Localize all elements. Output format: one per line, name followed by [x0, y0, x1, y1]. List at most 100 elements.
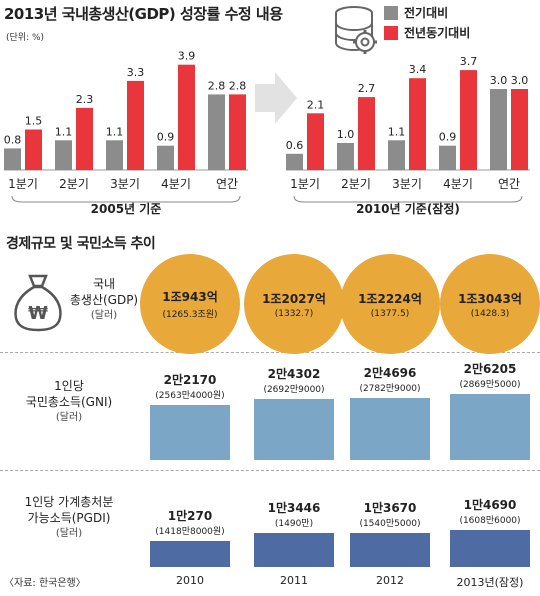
pgdi-value-main: 1만3446 [267, 501, 321, 516]
category-label: 3분기 [110, 177, 140, 191]
year-label: 2012 [376, 574, 404, 587]
gdp-value: 1조2027억 [262, 291, 326, 306]
base-year-label: 2010년 기준(잠정) [356, 201, 460, 216]
bar-prev-year [229, 94, 246, 170]
year-label: 2011 [280, 574, 308, 587]
gni-label-line1: 1인당 [54, 379, 84, 393]
bar-prev-quarter [388, 140, 405, 170]
data-label-prev-quarter: 0.8 [4, 133, 22, 146]
arrow-shape [255, 72, 297, 124]
pgdi-value-main: 1만270 [167, 509, 213, 524]
gdp-circle-2012: 1조2224억 (1377.5) [340, 254, 440, 354]
gdp-value-krw: (1265.3조원) [162, 310, 218, 320]
gni-bar [254, 399, 334, 460]
gni-label-line2: 국민총소득(GNI) [25, 395, 113, 409]
gni-value-main: 2만2170 [163, 372, 217, 387]
bar-prev-quarter [4, 148, 21, 170]
data-label-prev-year: 3.0 [511, 74, 529, 87]
gdp-unit: (달러) [90, 310, 118, 321]
bar-prev-year [307, 113, 324, 170]
data-label-prev-year: 3.4 [409, 63, 427, 76]
data-label-prev-quarter: 0.9 [439, 131, 457, 144]
data-label-prev-year: 2.1 [307, 98, 325, 111]
bar-prev-year [460, 70, 477, 170]
pgdi-bar [450, 530, 530, 567]
data-label-prev-quarter: 0.6 [286, 139, 304, 152]
gdp-label-line1: 국내 [92, 277, 116, 291]
source-note: 〈자료: 한국은행〉 [4, 578, 86, 589]
bar-prev-year [76, 107, 93, 170]
data-label-prev-quarter: 0.9 [157, 131, 175, 144]
gdp-value: 1조3043억 [458, 291, 522, 306]
database-gear-icon [335, 6, 377, 54]
data-label-prev-quarter: 1.1 [55, 125, 73, 138]
chart-title: 2013년 국내총생산(GDP) 성장률 수정 내용 [4, 5, 283, 23]
category-label: 2분기 [341, 177, 371, 191]
data-label-prev-year: 2.7 [358, 82, 376, 95]
gni-value-sub: (2869만5000) [459, 380, 521, 391]
bar-prev-year [178, 64, 195, 170]
bar-prev-year [409, 78, 426, 170]
category-label: 2분기 [59, 177, 89, 191]
legend-label-prev-year: 전년동기대비 [404, 26, 471, 40]
gni-value-label: 2만2170 (2563만4000원) [130, 371, 250, 401]
bar-prev-quarter [439, 145, 456, 170]
data-label-prev-year: 2.3 [76, 93, 94, 106]
svg-text:₩: ₩ [28, 303, 48, 324]
bar-prev-year [358, 97, 375, 170]
pgdi-label-line2: 가능소득(PGDI) [27, 511, 111, 525]
pgdi-value-main: 1만3670 [363, 500, 417, 515]
gni-value-label: 2만6205 (2869만5000) [430, 360, 540, 390]
section-title: 경제규모 및 국민소득 추이 [6, 236, 156, 252]
gni-value-sub: (2563만4000원) [155, 390, 225, 401]
pgdi-value-main: 1만4690 [463, 498, 517, 513]
base-year-label: 2005년 기준 [91, 201, 162, 216]
data-label-prev-year: 3.7 [460, 55, 478, 68]
gni-value-main: 2만4696 [363, 366, 417, 381]
bar-prev-quarter [337, 143, 354, 170]
pgdi-unit: (달러) [55, 528, 83, 539]
pgdi-value-sub: (1490만) [274, 519, 314, 530]
category-label: 4분기 [161, 177, 191, 191]
gni-bar [450, 394, 530, 460]
pgdi-bar [350, 532, 430, 567]
bracket-line [11, 195, 241, 203]
gni-unit: (달러) [55, 412, 83, 423]
data-label-prev-quarter: 1.0 [337, 128, 355, 141]
bar-prev-quarter [55, 140, 72, 170]
gni-value-sub: (2692만9000) [263, 385, 325, 396]
pgdi-label-line1: 1인당 가계총처분 [24, 495, 114, 509]
gdp-value-krw: (1428.3) [470, 308, 510, 319]
bar-prev-year [511, 89, 528, 170]
gdp-circle-2013: 1조3043억 (1428.3) [440, 254, 540, 354]
gdp-circle-2010: 1조943억 (1265.3조원) [140, 254, 240, 354]
unit-label: (단위: %) [6, 33, 45, 43]
data-label-prev-quarter: 1.1 [388, 125, 406, 138]
gdp-value: 1조2224억 [358, 291, 422, 306]
gdp-value-krw: (1377.5) [370, 308, 410, 319]
category-label: 4분기 [443, 177, 473, 191]
pgdi-value-sub: (1608만6000) [459, 516, 521, 527]
row-divider [0, 470, 540, 471]
bracket-line [293, 195, 523, 203]
data-label-prev-year: 3.3 [127, 66, 145, 79]
legend-label-prev-quarter: 전기대비 [404, 6, 449, 20]
pgdi-value-label: 1만4690 (1608만6000) [430, 496, 540, 526]
category-label: 3분기 [392, 177, 422, 191]
gni-row-label: 1인당 국민총소득(GNI) (달러) [4, 378, 134, 426]
legend-swatch-gray [384, 5, 398, 20]
pgdi-value-label: 1만3446 (1490만) [234, 499, 354, 529]
row-divider [0, 352, 540, 353]
data-label-prev-year: 3.9 [178, 50, 196, 63]
gni-value-sub: (2782만9000) [359, 384, 421, 395]
bar-prev-quarter [286, 153, 303, 170]
category-label: 1분기 [290, 177, 320, 191]
gdp-value-krw: (1332.7) [274, 308, 314, 319]
category-label: 연간 [498, 177, 520, 191]
bar-prev-quarter [208, 94, 225, 170]
year-label: 2010 [176, 574, 204, 587]
bar-prev-year [25, 129, 42, 170]
bar-prev-quarter [490, 89, 507, 170]
pgdi-value-label: 1만3670 (1540만5000) [330, 499, 450, 529]
